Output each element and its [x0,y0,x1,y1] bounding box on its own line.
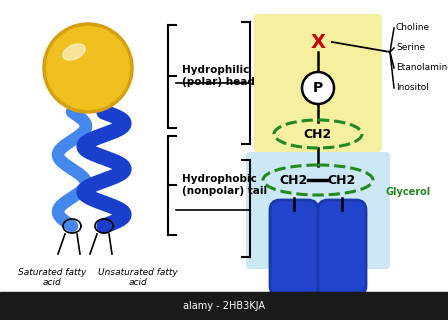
Text: Hydrophilic
(polar) head: Hydrophilic (polar) head [182,65,255,87]
Bar [0,292,448,320]
FancyBboxPatch shape [318,200,366,296]
Text: Inositol: Inositol [396,84,429,92]
Text: Choline: Choline [396,23,430,33]
Text: CH2: CH2 [280,173,308,187]
FancyBboxPatch shape [246,152,390,269]
Ellipse shape [63,44,85,60]
Text: Hydrophobic
(nonpolar) tail: Hydrophobic (nonpolar) tail [182,174,267,196]
Text: Saturated fatty
acid: Saturated fatty acid [18,268,86,287]
Text: Serine: Serine [396,44,425,52]
Text: Unsaturated fatty
acid: Unsaturated fatty acid [98,268,178,287]
Text: CH2: CH2 [328,173,356,187]
Text: CH2: CH2 [304,127,332,140]
FancyBboxPatch shape [270,200,318,296]
Text: Etanolamine: Etanolamine [396,63,448,73]
Text: P: P [313,81,323,95]
FancyBboxPatch shape [254,14,382,152]
Circle shape [44,24,132,112]
Circle shape [302,72,334,104]
Text: Glycerol: Glycerol [386,187,431,197]
Text: X: X [310,33,326,52]
Text: alamy - 2HB3KJA: alamy - 2HB3KJA [183,301,265,311]
